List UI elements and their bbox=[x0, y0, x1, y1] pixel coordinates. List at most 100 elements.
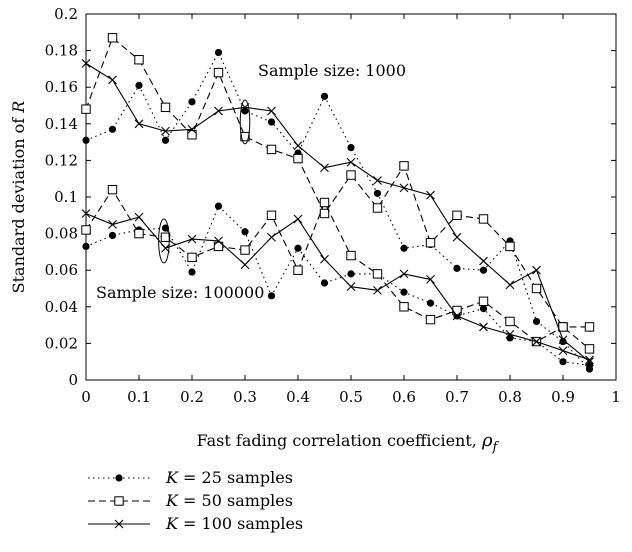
data-point bbox=[532, 284, 540, 292]
y-tick-label: 0.08 bbox=[45, 225, 78, 243]
legend-label: K = 50 samples bbox=[165, 491, 293, 510]
data-point bbox=[480, 257, 488, 265]
data-point bbox=[426, 239, 434, 247]
data-point bbox=[480, 267, 487, 274]
data-point bbox=[585, 323, 593, 331]
legend-layer: K = 25 samples K = 50 samples K = 100 samp… bbox=[88, 468, 303, 533]
data-point bbox=[241, 107, 248, 114]
series-layer bbox=[82, 34, 594, 373]
data-point bbox=[109, 126, 116, 133]
data-point bbox=[321, 93, 328, 100]
annotation-label-100000: Sample size: 100000 bbox=[96, 283, 264, 302]
annotation-layer: Sample size: 1000 Sample size: 100000 bbox=[96, 61, 406, 302]
data-point bbox=[294, 266, 302, 274]
data-point bbox=[559, 323, 567, 331]
data-point bbox=[559, 358, 566, 365]
data-point bbox=[268, 292, 275, 299]
data-point bbox=[533, 318, 540, 325]
data-point bbox=[294, 215, 302, 223]
data-point bbox=[294, 245, 301, 252]
y-tick-label: 0.16 bbox=[45, 78, 78, 96]
data-point bbox=[268, 118, 275, 125]
data-point bbox=[188, 253, 196, 261]
data-point bbox=[294, 154, 302, 162]
data-point bbox=[214, 68, 222, 76]
data-point bbox=[347, 270, 354, 277]
data-point bbox=[453, 211, 461, 219]
data-point bbox=[135, 120, 143, 128]
data-point bbox=[506, 281, 514, 289]
y-tick-label: 0.1 bbox=[54, 188, 78, 206]
data-point bbox=[479, 297, 487, 305]
data-point bbox=[82, 105, 90, 113]
data-point bbox=[109, 76, 117, 84]
data-point bbox=[400, 289, 407, 296]
y-tick-label: 0.18 bbox=[45, 42, 78, 60]
data-point bbox=[161, 233, 169, 241]
data-point bbox=[82, 137, 89, 144]
x-tick-label: 1 bbox=[611, 388, 621, 406]
data-point bbox=[347, 171, 355, 179]
data-point bbox=[268, 233, 276, 241]
data-point bbox=[506, 317, 514, 325]
data-point bbox=[135, 229, 143, 237]
y-tick-label: 0.14 bbox=[45, 115, 78, 133]
data-point bbox=[400, 245, 407, 252]
legend-marker bbox=[115, 497, 123, 505]
data-point bbox=[373, 270, 381, 278]
data-point bbox=[162, 137, 169, 144]
annotation-label-1000: Sample size: 1000 bbox=[258, 61, 406, 80]
x-tick-label: 0.5 bbox=[339, 388, 363, 406]
data-point bbox=[427, 300, 434, 307]
data-point bbox=[347, 144, 354, 151]
x-tick-label: 0.4 bbox=[286, 388, 310, 406]
data-point bbox=[294, 142, 302, 150]
data-point bbox=[373, 204, 381, 212]
y-tick-label: 0.2 bbox=[54, 5, 78, 23]
x-tick-label: 0.6 bbox=[392, 388, 416, 406]
data-point bbox=[585, 345, 593, 353]
data-point bbox=[215, 49, 222, 56]
data-point bbox=[320, 209, 328, 217]
data-point bbox=[241, 261, 249, 269]
legend-label: K = 25 samples bbox=[165, 468, 293, 487]
legend-marker bbox=[115, 474, 122, 481]
data-point bbox=[479, 215, 487, 223]
data-point bbox=[135, 82, 142, 89]
data-point bbox=[320, 198, 328, 206]
x-tick-label: 0.1 bbox=[127, 388, 151, 406]
data-point bbox=[109, 220, 117, 228]
data-point bbox=[506, 242, 514, 250]
data-point bbox=[321, 279, 328, 286]
data-point bbox=[480, 305, 487, 312]
data-point bbox=[374, 177, 382, 185]
data-point bbox=[400, 184, 408, 192]
data-point bbox=[321, 255, 329, 263]
y-tick-label: 0.02 bbox=[45, 334, 78, 352]
data-point bbox=[108, 34, 116, 42]
data-point bbox=[533, 266, 541, 274]
x-tick-label: 0 bbox=[81, 388, 91, 406]
y-tick-label: 0 bbox=[68, 371, 78, 389]
data-point bbox=[188, 268, 195, 275]
data-point bbox=[400, 162, 408, 170]
x-tick-label: 0.9 bbox=[551, 388, 575, 406]
x-tick-label: 0.7 bbox=[445, 388, 469, 406]
data-point bbox=[267, 145, 275, 153]
data-point bbox=[82, 226, 90, 234]
y-axis-label: Standard deviation of R bbox=[9, 101, 28, 294]
data-point bbox=[453, 265, 460, 272]
legend-entry-3: K = 100 samples bbox=[88, 514, 303, 533]
y-tick-label: 0.04 bbox=[45, 298, 78, 316]
legend-entry-2: K = 50 samples bbox=[88, 491, 293, 510]
data-point bbox=[374, 190, 381, 197]
data-point bbox=[400, 270, 408, 278]
data-point bbox=[241, 228, 248, 235]
legend-label: K = 100 samples bbox=[165, 514, 303, 533]
data-point bbox=[427, 191, 435, 199]
data-point bbox=[321, 164, 329, 172]
legend-entry-1: K = 25 samples bbox=[88, 468, 293, 487]
data-point bbox=[161, 103, 169, 111]
